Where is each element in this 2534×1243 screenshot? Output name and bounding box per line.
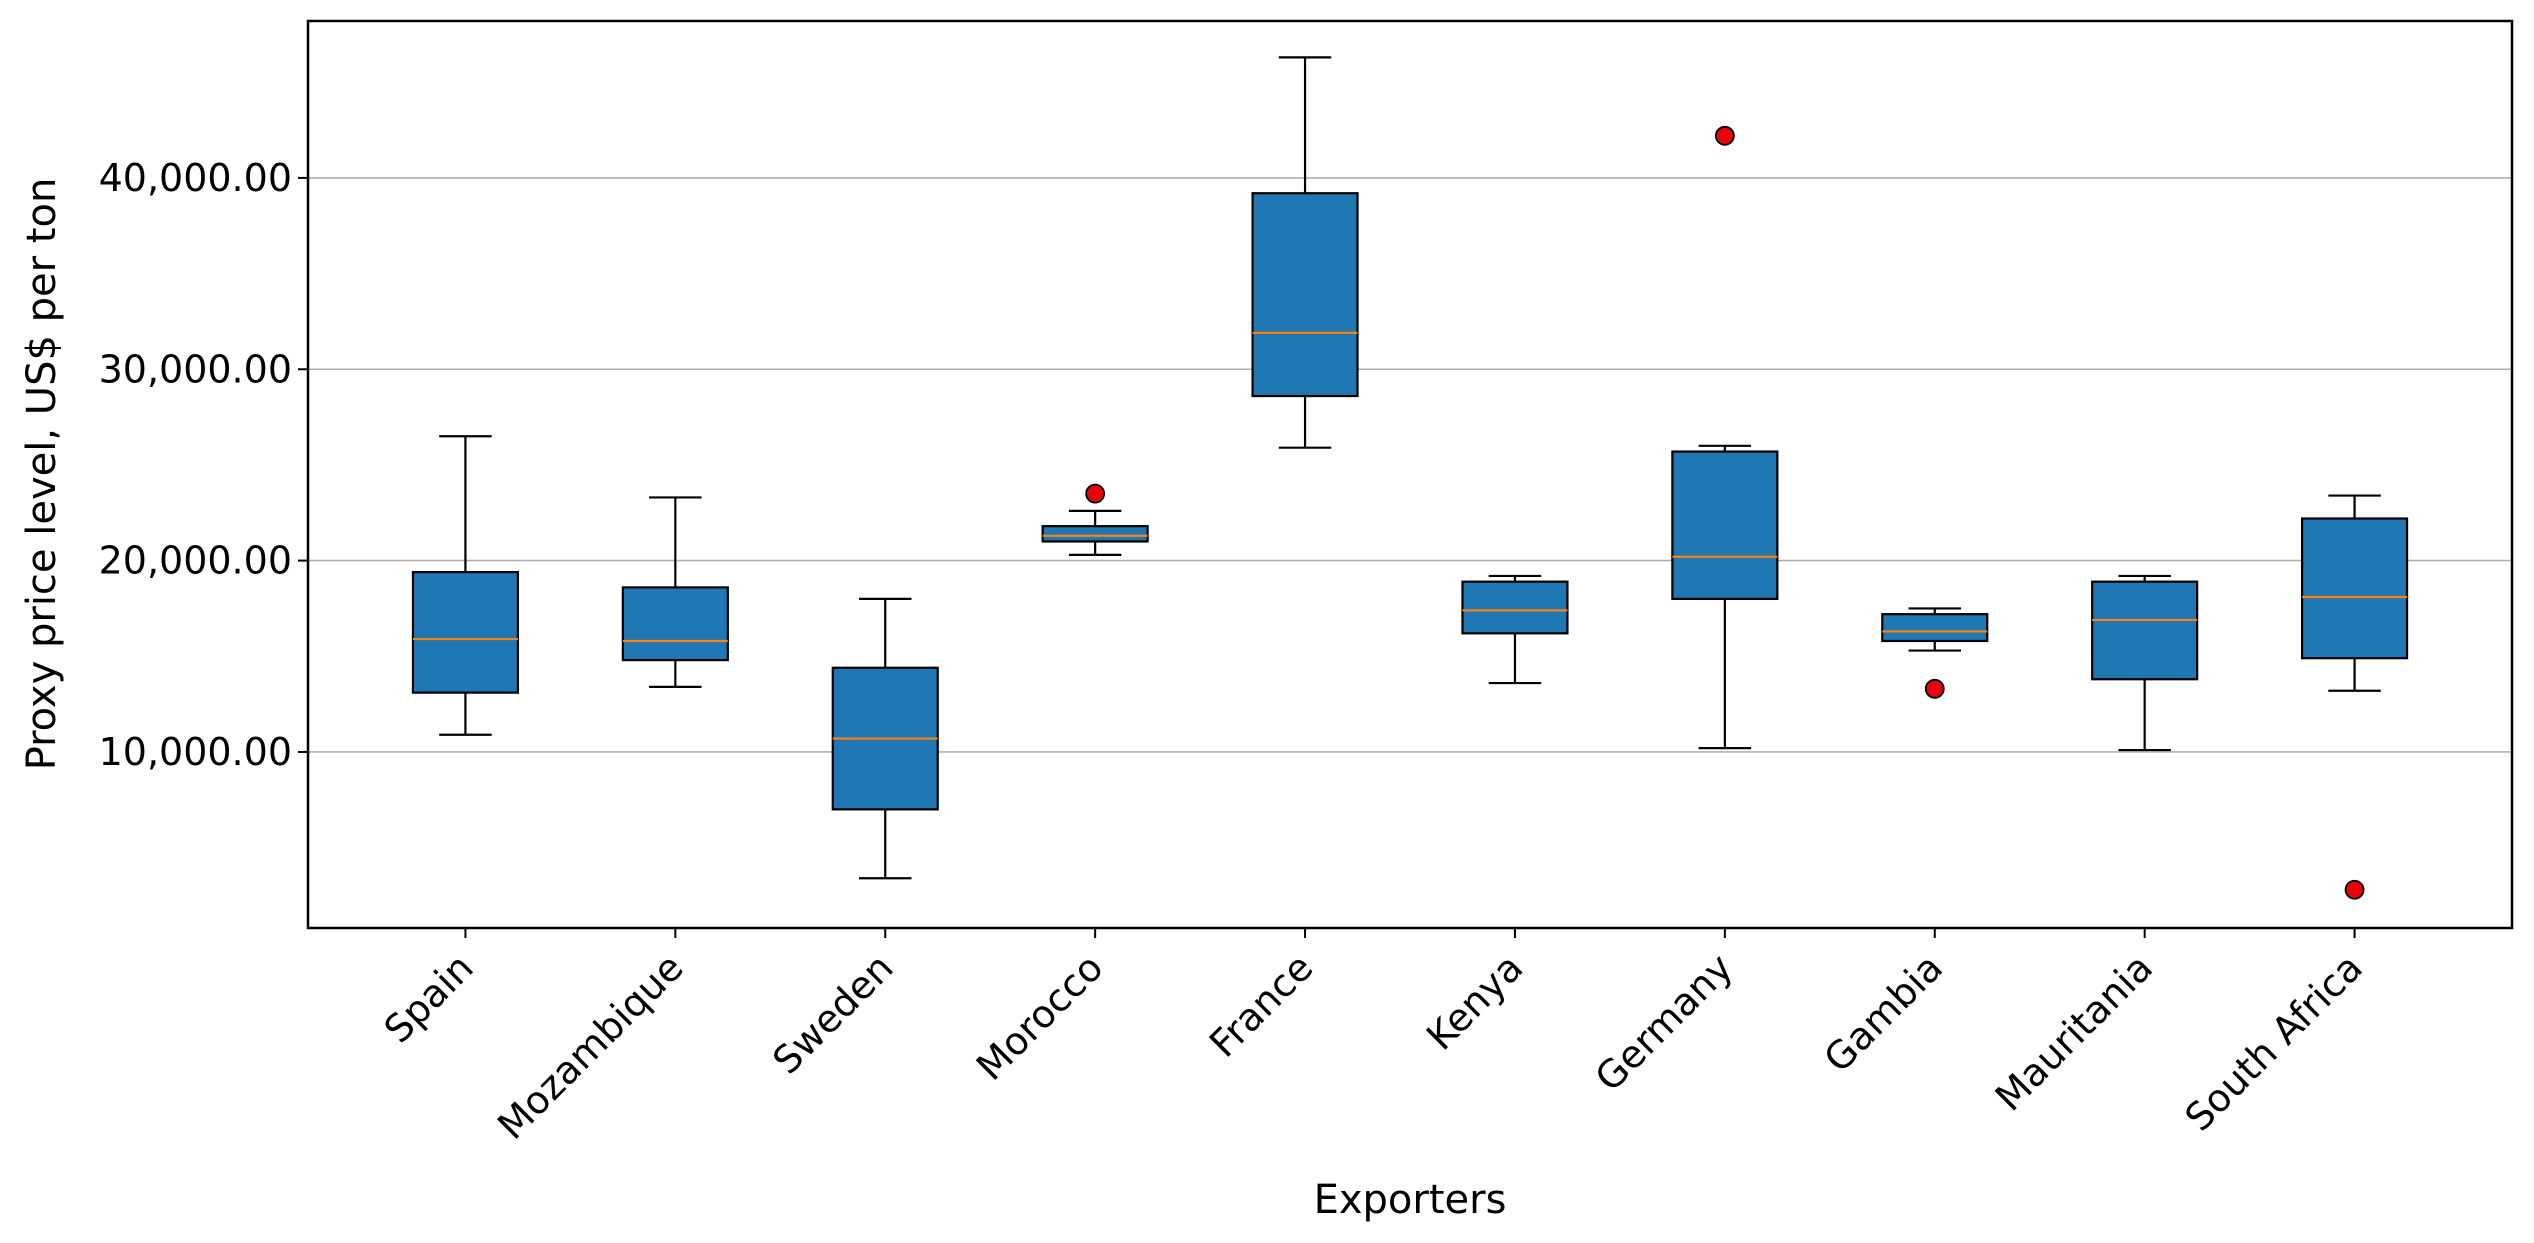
box-iqr: [1671, 450, 1779, 600]
box-mauritania: [2091, 574, 2199, 752]
box-gambia: [1881, 607, 1989, 699]
y-tick-label: 30,000.00: [99, 347, 292, 391]
box-iqr: [1041, 525, 1149, 543]
box-germany: [1671, 125, 1779, 750]
box-mozambique: [621, 496, 729, 688]
box-iqr: [2091, 580, 2199, 681]
box-south-africa: [2300, 494, 2409, 900]
box-iqr: [411, 570, 520, 694]
box-kenya: [1461, 574, 1569, 685]
box-sweden: [831, 597, 939, 880]
y-tick-label: 40,000.00: [99, 156, 292, 200]
outlier-point: [2344, 879, 2365, 900]
y-tick-label: 20,000.00: [99, 539, 292, 583]
y-axis-ticks: 10,000.00 20,000.00 30,000.00 40,000.00: [99, 156, 308, 774]
box-iqr: [1251, 192, 1359, 398]
plot-frame: [306, 19, 2514, 930]
box-iqr: [1881, 613, 1989, 643]
y-axis-label: Proxy price level, US$ per ton: [19, 178, 65, 771]
box-iqr: [621, 586, 729, 662]
box-france: [1251, 56, 1359, 449]
box-spain: [411, 435, 520, 736]
box-iqr: [1461, 580, 1569, 635]
outlier-point: [1085, 483, 1106, 504]
outlier-point: [1714, 125, 1735, 146]
box-morocco: [1041, 483, 1149, 556]
outlier-point: [1924, 678, 1945, 699]
x-axis-label: Exporters: [1314, 1177, 1507, 1223]
y-tick-label: 10,000.00: [99, 730, 292, 774]
boxes: [411, 56, 2409, 900]
box-iqr: [2300, 517, 2409, 660]
